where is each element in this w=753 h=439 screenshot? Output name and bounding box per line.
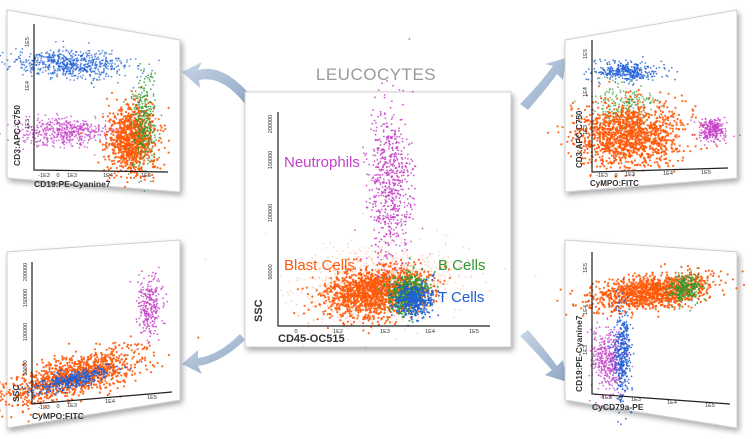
bottom-right-axis-lines <box>591 252 731 405</box>
bl-xtick-0: -1E3 <box>38 405 50 411</box>
diagram-title: LEUCOCYTES <box>316 65 436 84</box>
panel-top-right-frame <box>564 9 738 193</box>
tl-xtick-2: 1E3 <box>67 173 77 179</box>
center-xtick-0: 0 <box>294 329 297 335</box>
br-ytick-2: 1E5 <box>583 263 589 273</box>
label-blast-cells: Blast Cells <box>284 257 355 274</box>
bl-ylabel: SSC <box>11 385 21 402</box>
label-t-cells: T Cells <box>438 289 484 306</box>
tr-ytick-1: 1E4 <box>583 87 589 97</box>
top-left-axes: -1E3 0 1E3 1E4 1E5 1E3 1E4 1E5 CD19:PE-C… <box>12 24 169 189</box>
top-left-scatter-dots <box>0 40 170 192</box>
tl-ytick-1: 1E4 <box>25 81 31 91</box>
br-xlabel: CyCD79a-PE <box>592 402 644 412</box>
arrow-to-bottom-right <box>520 330 567 382</box>
tr-ylabel: CD3:APC-C750 <box>575 110 584 168</box>
br-ytick-0: 1E3 <box>583 345 589 355</box>
tr-xtick-4: 1E5 <box>701 170 711 176</box>
panel-top-left-frame <box>6 9 181 193</box>
top-left-axis-lines <box>33 24 169 173</box>
tl-ytick-2: 1E5 <box>25 37 31 47</box>
bl-ytick-1: 100000 <box>23 323 29 341</box>
center-ytick-0: 50000 <box>268 264 274 279</box>
br-xtick-3: 1E4 <box>667 400 677 406</box>
label-neutrophils: Neutrophils <box>284 154 360 171</box>
br-xtick-0: -1E3 <box>600 395 612 401</box>
br-xtick-2: 1E3 <box>631 397 641 403</box>
center-ylabel: SSC <box>253 299 265 322</box>
tr-xtick-3: 1E4 <box>663 171 673 177</box>
bottom-right-axes: -1E3 0 1E3 1E4 1E5 1E3 1E4 1E5 CyCD79a-P… <box>574 252 731 412</box>
br-xtick-4: 1E5 <box>705 403 715 409</box>
tl-xtick-0: -1E3 <box>38 173 50 179</box>
center-axes: 0 1E2 1E3 1E4 1E5 50000 100000 150000 20… <box>253 112 490 345</box>
arrow-to-top-right <box>520 58 566 110</box>
br-ytick-1: 1E4 <box>583 305 589 315</box>
center-ytick-3: 200000 <box>268 115 274 133</box>
top-right-axes: -1E3 0 1E3 1E4 1E5 1E3 1E4 1E5 CyMPO:FIT… <box>575 40 729 188</box>
bottom-left-axes: -1E3 0 1E3 1E4 1E5 50000 100000 150000 2… <box>11 262 173 421</box>
center-axis-lines <box>277 112 490 327</box>
br-ylabel: CD19:PE-Cyanine7 <box>574 315 584 392</box>
top-right-scatter-dots <box>546 56 741 186</box>
center-xlabel: CD45-OC515 <box>278 333 345 345</box>
center-xtick-4: 1E5 <box>469 329 479 335</box>
top-right-axis-lines <box>591 40 729 173</box>
center-ytick-2: 150000 <box>268 151 274 169</box>
bl-ytick-3: 200000 <box>23 263 29 281</box>
center-ytick-1: 100000 <box>268 204 274 222</box>
tl-xtick-4: 1E5 <box>141 173 151 179</box>
tl-ytick-0: 1E3 <box>25 119 31 129</box>
bl-xtick-2: 1E3 <box>67 403 77 409</box>
tr-xtick-0: -1E3 <box>596 173 608 179</box>
br-xtick-1: 0 <box>618 396 621 402</box>
panel-bottom-right-frame <box>564 239 738 429</box>
tr-xtick-1: 0 <box>614 173 617 179</box>
bottom-left-axis-lines <box>31 262 173 405</box>
bl-ytick-0: 50000 <box>23 360 29 375</box>
center-xtick-1: 1E2 <box>333 329 343 335</box>
tl-ylabel: CD3:APC-C750 <box>12 105 22 166</box>
center-scatter-dots <box>204 38 537 348</box>
tl-xtick-3: 1E4 <box>103 173 113 179</box>
bl-xtick-3: 1E4 <box>105 399 115 405</box>
tr-xlabel: CyMPO:FITC <box>590 179 639 188</box>
center-xtick-3: 1E4 <box>425 329 435 335</box>
bl-xlabel: CyMPO:FITC <box>32 411 84 421</box>
tl-xlabel: CD19:PE-Cyanine7 <box>34 179 111 189</box>
center-xtick-2: 1E3 <box>380 329 390 335</box>
bottom-left-scatter-dots <box>0 266 200 423</box>
arrow-to-bottom-left <box>182 334 245 374</box>
tr-ytick-0: 1E3 <box>583 125 589 135</box>
bottom-right-scatter-dots <box>556 263 746 426</box>
tl-xtick-1: 0 <box>56 173 59 179</box>
bl-ytick-2: 150000 <box>23 289 29 307</box>
tr-xtick-2: 1E3 <box>625 172 635 178</box>
tr-ytick-2: 1E5 <box>583 49 589 59</box>
bl-xtick-1: 0 <box>56 404 59 410</box>
arrow-to-top-left <box>182 62 255 104</box>
label-b-cells: B Cells <box>438 257 486 274</box>
bl-xtick-4: 1E5 <box>147 395 157 401</box>
